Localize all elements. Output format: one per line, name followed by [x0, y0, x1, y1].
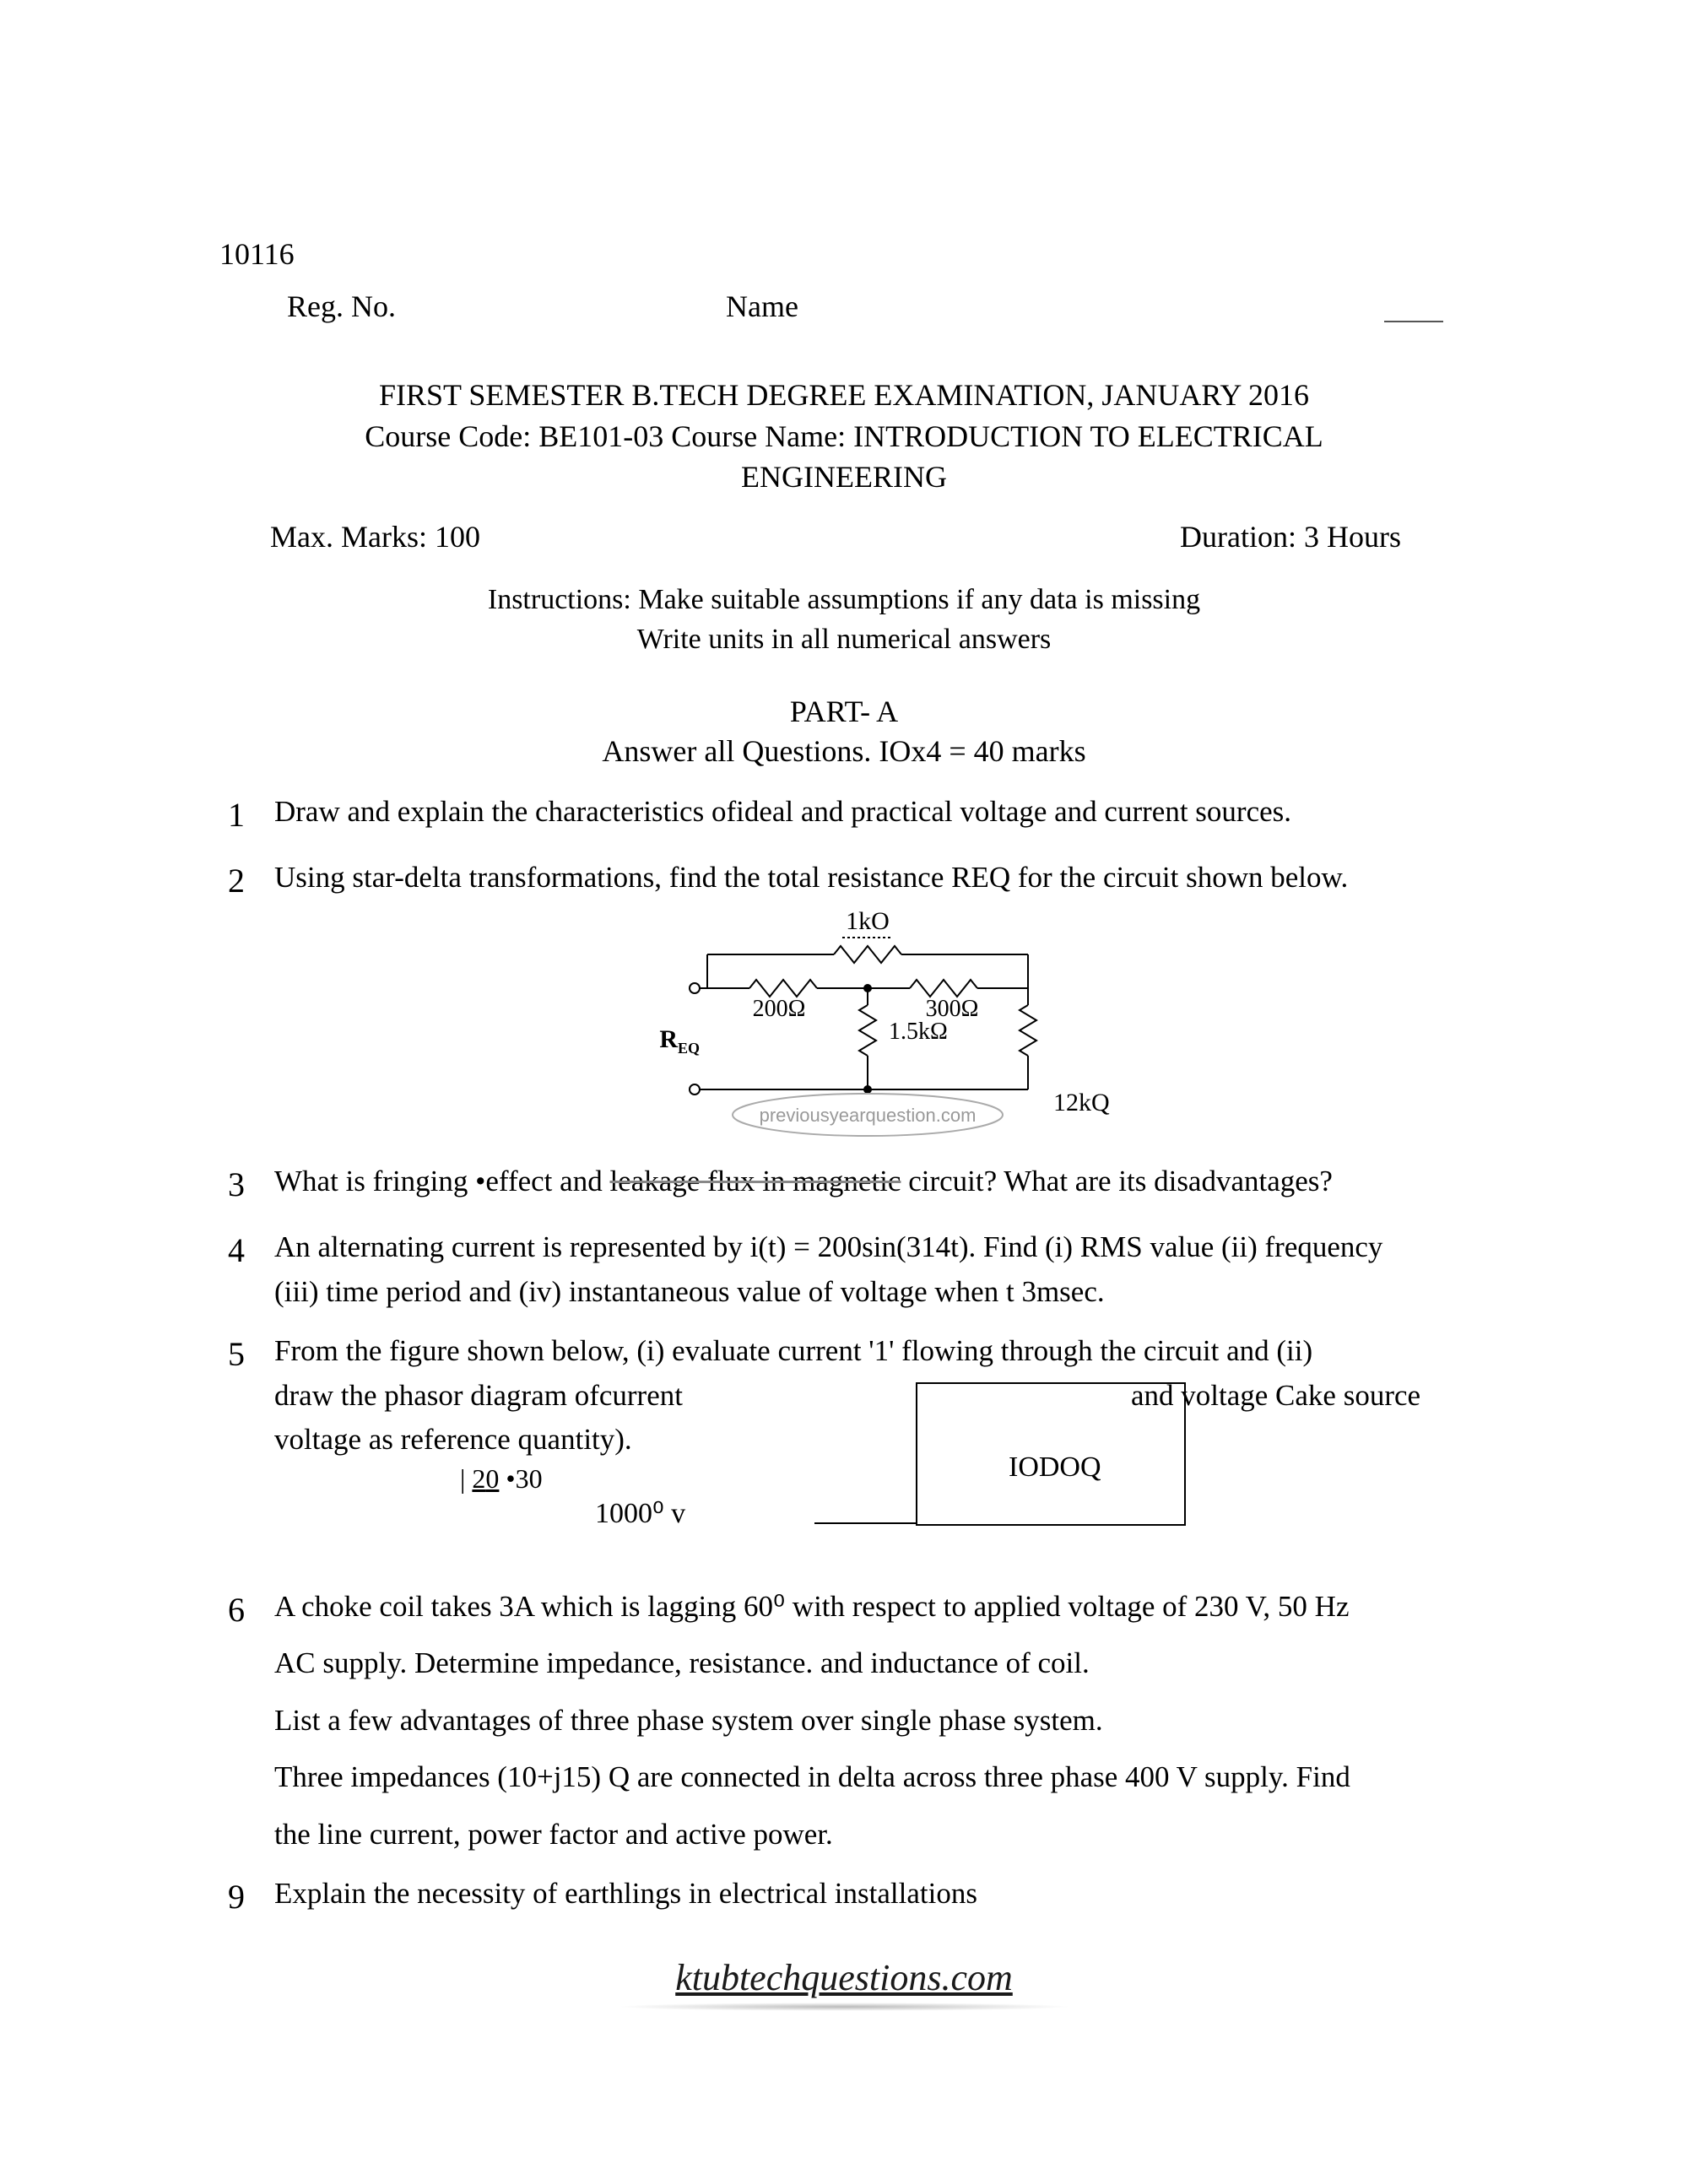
course-line: Course Code: BE101-03 Course Name: INTRO… — [270, 416, 1418, 457]
question-4: 4 An alternating current is represented … — [228, 1225, 1460, 1314]
q4-line2: (iii) time period and (iv) instantaneous… — [274, 1270, 1460, 1315]
q4-line1: An alternating current is represented by… — [274, 1225, 1460, 1270]
exam-paper: 10116 Reg. No. Name FIRST SEMESTER B.TEC… — [228, 236, 1460, 1999]
q5-text: From the figure shown below, (i) evaluat… — [274, 1329, 1460, 1543]
q5-iodoq: IODOQ — [1009, 1446, 1101, 1489]
q3-text: What is fringing •effect and leakage flu… — [274, 1160, 1460, 1210]
circuit-diagram: 1kO 200Ω — [598, 908, 1138, 1144]
watermark-text: previousyearquestion.com — [759, 1105, 976, 1126]
q6-l2: AC supply. Determine impedance, resistan… — [274, 1641, 1460, 1686]
q6-number: 6 — [228, 1585, 274, 1857]
part-a-heading: PART- A — [228, 694, 1460, 729]
question-3: 3 What is fringing •effect and leakage f… — [228, 1160, 1460, 1210]
q5-bottom-line — [814, 1522, 916, 1524]
label-1ko: 1kO — [846, 908, 890, 935]
instructions: Instructions: Make suitable assumptions … — [228, 580, 1460, 660]
q5-number: 5 — [228, 1329, 274, 1543]
marks-duration-row: Max. Marks: 100 Duration: 3 Hours — [228, 519, 1460, 554]
q6-l1: A choke coil takes 3A which is lagging 6… — [274, 1585, 1460, 1630]
name-label: Name — [726, 289, 798, 324]
question-6: 6 A choke coil takes 3A which is lagging… — [228, 1585, 1460, 1857]
q3-strike: leakage flux in magnetic — [609, 1165, 901, 1197]
q6-text: A choke coil takes 3A which is lagging 6… — [274, 1585, 1460, 1857]
q1-text: Draw and explain the characteristics ofi… — [274, 790, 1460, 841]
q6-l4: Three impedances (10+j15) Q are connecte… — [274, 1755, 1460, 1800]
course-line-2: ENGINEERING — [270, 457, 1418, 498]
q5-2030: | 20 •30 — [460, 1458, 543, 1499]
question-2: 2 Using star-delta transformations, find… — [228, 856, 1460, 1145]
blank-line — [1384, 321, 1443, 322]
q2-text: Using star-delta transformations, find t… — [274, 856, 1460, 1145]
q1-number: 1 — [228, 790, 274, 841]
reg-no-label: Reg. No. — [287, 289, 726, 324]
q5-lead: From the figure shown below, (i) evaluat… — [274, 1329, 1460, 1374]
instruction-1: Instructions: Make suitable assumptions … — [228, 580, 1460, 620]
q9-number: 9 — [228, 1872, 274, 1922]
q2-number: 2 — [228, 856, 274, 1145]
reg-name-row: Reg. No. Name — [228, 289, 1460, 324]
q9-text: Explain the necessity of earthlings in e… — [274, 1872, 1460, 1922]
q3-a: What is fringing •effect and — [274, 1165, 609, 1197]
duration: Duration: 3 Hours — [1180, 519, 1401, 554]
exam-header: FIRST SEMESTER B.TECH DEGREE EXAMINATION… — [228, 375, 1460, 498]
q5-diagram-area: draw the phasor diagram ofcurrent voltag… — [274, 1374, 1460, 1543]
paper-code: 10116 — [219, 236, 1460, 272]
q2-text-content: Using star-delta transformations, find t… — [274, 861, 1348, 894]
q5-t1-span: draw the phasor diagram ofcurrent — [274, 1379, 683, 1412]
max-marks: Max. Marks: 100 — [270, 519, 480, 554]
footer-shadow — [616, 2003, 1072, 2011]
label-12k: 12kQ — [1053, 1089, 1110, 1116]
label-req: R — [659, 1025, 678, 1053]
question-9: 9 Explain the necessity of earthlings in… — [228, 1872, 1460, 1922]
q6-l3: List a few advantages of three phase sys… — [274, 1699, 1460, 1743]
question-5: 5 From the figure shown below, (i) evalu… — [228, 1329, 1460, 1543]
q5-t1: draw the phasor diagram ofcurrent voltag… — [274, 1374, 781, 1462]
footer-watermark: ktubtechquestions.com — [228, 1956, 1460, 1999]
question-1: 1 Draw and explain the characteristics o… — [228, 790, 1460, 841]
q4-number: 4 — [228, 1225, 274, 1314]
q5-1000v: 1000⁰ v — [595, 1492, 685, 1535]
q6-l5: the line current, power factor and activ… — [274, 1813, 1460, 1857]
q3-number: 3 — [228, 1160, 274, 1210]
q3-b: circuit? What are its disadvantages? — [901, 1165, 1333, 1197]
q5-t3-span: voltage as reference quantity). — [274, 1423, 632, 1456]
label-req-sub: EQ — [678, 1040, 700, 1057]
answer-all-line: Answer all Questions. IOx4 = 40 marks — [228, 733, 1460, 769]
label-15k: 1.5kΩ — [889, 1019, 948, 1045]
q4-text: An alternating current is represented by… — [274, 1225, 1460, 1314]
label-200: 200Ω — [752, 996, 805, 1022]
exam-title: FIRST SEMESTER B.TECH DEGREE EXAMINATION… — [270, 375, 1418, 416]
instruction-2: Write units in all numerical answers — [228, 619, 1460, 660]
footer-text: ktubtechquestions.com — [675, 1957, 1013, 1998]
